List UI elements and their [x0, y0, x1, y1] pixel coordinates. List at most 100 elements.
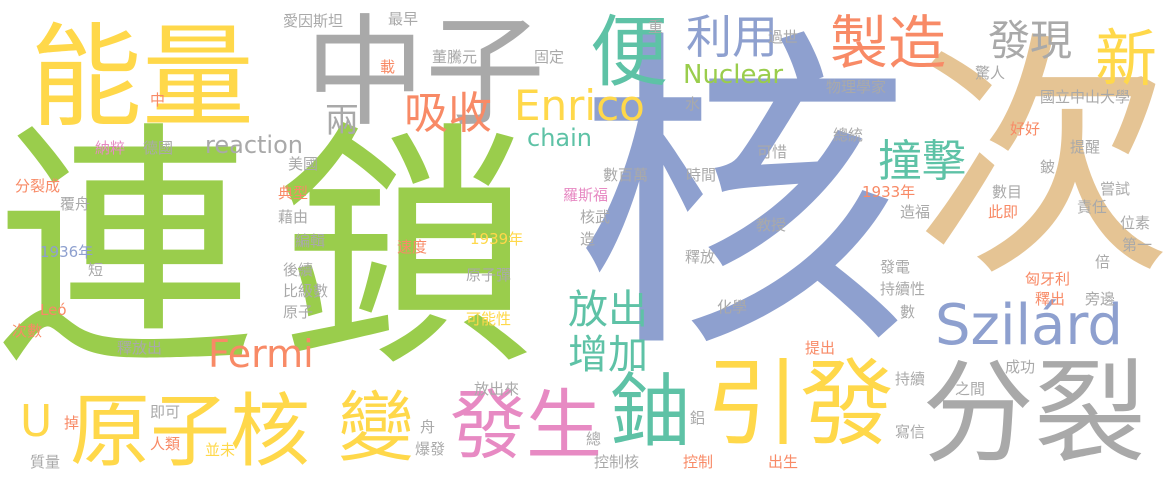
word-zhong: 重: [648, 18, 664, 36]
word-bei: 倍: [1095, 253, 1111, 271]
word-liyong: 利用: [686, 10, 778, 64]
word-dianxing: 典型: [278, 184, 309, 202]
word-zhongzi: 中子: [305, 4, 545, 143]
word-chixu: 持續: [895, 370, 926, 388]
word-shifangchu: 釋放出: [117, 339, 163, 357]
word-xiongyali: 匈牙利: [1025, 270, 1071, 288]
word-bianji: 編輯: [295, 232, 326, 250]
word-zhong2: 中: [150, 91, 166, 109]
word-kexi: 可惜: [757, 143, 788, 161]
word-kenengxing: 可能性: [466, 310, 512, 328]
word-fuzhou: 覆舟: [60, 195, 91, 213]
word-liang: 兩: [325, 101, 359, 141]
word-zuizao: 最早: [388, 10, 419, 28]
word-chixuxing: 持續性: [880, 280, 926, 298]
word-shu: 數: [900, 303, 916, 321]
word-tixing: 提醒: [1070, 138, 1101, 156]
word-yuanzi: 原子: [283, 303, 314, 321]
word-chenggong: 成功: [1005, 358, 1036, 376]
word-zhizao: 製造: [830, 9, 947, 77]
word-zongtong: 總統: [833, 126, 864, 144]
word-guding: 固定: [534, 48, 565, 66]
word-fermi: Fermi: [208, 332, 314, 376]
word-kongzhi: 控制: [683, 453, 714, 471]
word-shichu: 釋出: [1035, 290, 1066, 308]
word-1933: 1933年: [862, 183, 916, 201]
word-nacui: 納粹: [95, 139, 126, 157]
word-ci: 次: [915, 11, 1173, 311]
word-nuclear: Nuclear: [683, 60, 784, 90]
word-luosifu: 羅斯福: [563, 186, 609, 204]
word-1939: 1939年: [470, 230, 524, 248]
word-diao: 掉: [64, 414, 80, 432]
word-hewu: 核武: [580, 208, 611, 226]
word-wulixuejia: 物理學家: [826, 78, 887, 96]
word-fadian: 發電: [880, 258, 911, 276]
word-leo: Leó: [40, 301, 67, 319]
word-szilard: Szilárd: [935, 293, 1123, 358]
word-he: 核: [575, 4, 910, 394]
word-houxu: 後續: [283, 261, 314, 279]
word-zhiliang: 質量: [30, 453, 61, 471]
word-cishu: 次數: [12, 322, 43, 340]
word-guolizhongshan: 國立中山大學: [1040, 88, 1131, 106]
word-renlei: 人類: [150, 435, 181, 453]
word-fangchulai: 放出來: [474, 380, 520, 398]
word-sudu: 速度: [397, 238, 428, 256]
word-fenliecheng: 分裂成: [15, 177, 61, 195]
word-fenlie: 分裂: [922, 349, 1146, 479]
word-duan: 短: [88, 261, 104, 279]
word-baofa: 爆發: [415, 440, 446, 458]
word-weisu: 位素: [1120, 214, 1151, 232]
word-yuanzihe: 原子核: [70, 385, 310, 478]
word-bingwei: 並未: [205, 441, 236, 459]
word-zhuangji: 撞擊: [878, 136, 966, 187]
word-shubaiwan: 數百萬: [603, 166, 649, 184]
word-zai: 載: [380, 58, 396, 76]
word-zao: 造: [580, 230, 596, 248]
word-huaxue: 化學: [717, 298, 748, 316]
word-tichu: 提出: [805, 339, 836, 357]
word-chain: chain: [527, 124, 592, 152]
word-zeren: 責任: [1077, 198, 1108, 216]
word-kongzhihe: 控制核: [594, 453, 640, 471]
word-bijishu: 比級數: [283, 282, 329, 300]
word-fasheng: 發生: [450, 381, 602, 470]
word-you: 鈾: [610, 365, 690, 458]
word-zhou: 舟: [420, 418, 436, 436]
word-shijian: 時間: [686, 166, 717, 184]
word-shumu: 數目: [992, 183, 1023, 201]
word-faxian: 發現: [988, 16, 1073, 65]
word-pangbian: 旁邊: [1085, 290, 1116, 308]
word-enrico: Enrico: [514, 81, 645, 130]
word-yinfa: 引發: [706, 350, 895, 459]
word-lv: 鋁: [690, 409, 706, 427]
word-jingren: 驚人: [975, 64, 1006, 82]
word-xishou: 吸收: [404, 88, 492, 139]
word-haohao: 好好: [1010, 120, 1041, 138]
word-zong: 總: [586, 430, 602, 448]
word-deguo: 德國: [143, 139, 174, 157]
word-xiexin: 寫信: [895, 423, 926, 441]
word-jiaoshou: 教授: [756, 216, 787, 234]
word-suo: 鎖: [277, 101, 535, 401]
word-pi: 鈹: [1040, 158, 1056, 176]
word-yuanzidan: 原子彈: [466, 266, 512, 284]
word-diyi: 第一: [1122, 236, 1153, 254]
word-zengjia: 增加: [568, 332, 648, 378]
word-fangchu: 放出: [568, 287, 648, 333]
word-aiyinsitan: 愛因斯坦: [283, 12, 344, 30]
word-changshi: 嘗試: [1100, 180, 1131, 198]
word-ciji: 此即: [988, 203, 1019, 221]
word-reaction: reaction: [205, 131, 303, 159]
word-u: U: [20, 396, 53, 447]
word-1936: 1936年: [40, 243, 94, 261]
word-zhijian: 之間: [955, 380, 986, 398]
word-meiguo: 美國: [288, 155, 319, 173]
word-bian: 便: [590, 8, 669, 98]
word-jike: 即可: [150, 403, 181, 421]
word-lian: 連: [0, 101, 254, 401]
word-chusheng: 出生: [768, 453, 799, 471]
word-xin: 新: [1095, 22, 1158, 95]
